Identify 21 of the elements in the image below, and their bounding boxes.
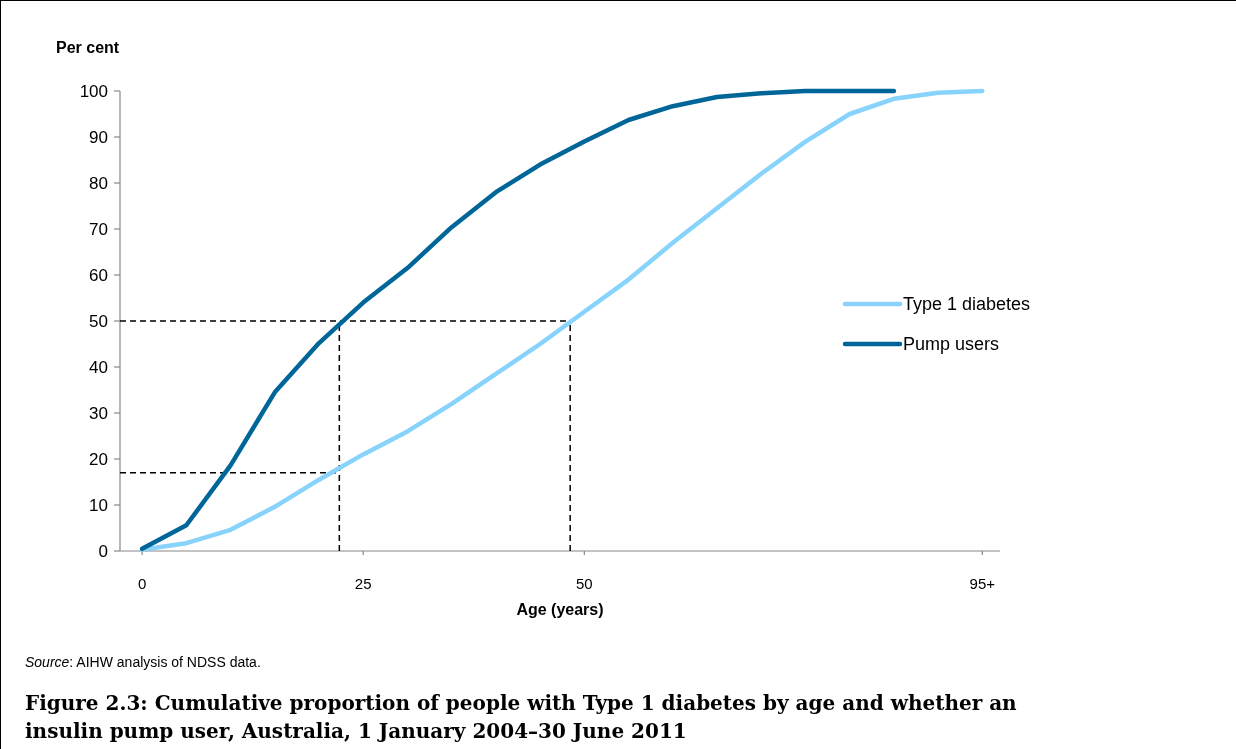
text: Figure 2.3: Cumulative proportion of people with Type 1 diabetes by age and whether an insulin pump user, Australia, 1 January 2004–30 June 2011 — [25, 691, 1018, 743]
y-tick-label: 60 — [89, 265, 108, 285]
y-axis-title: Per cent — [56, 39, 120, 56]
x-tick-label: 95+ — [969, 575, 996, 592]
x-axis-title: Age (years) — [516, 601, 604, 618]
y-tick-label: 40 — [89, 357, 108, 377]
y-tick-label: 80 — [89, 173, 108, 193]
y-tick-label: 30 — [89, 403, 108, 423]
y-tick-label: 20 — [89, 449, 108, 469]
x-tick-label: 50 — [575, 575, 593, 592]
source-note: Source: AIHW analysis of NDSS data. — [25, 654, 261, 670]
x-tick-label: 0 — [137, 575, 147, 592]
y-tick-label: 0 — [98, 541, 108, 561]
y-tick-label: 10 — [89, 495, 108, 515]
x-tick-label: 25 — [354, 575, 372, 592]
legend-label: Type 1 diabetes — [903, 294, 1031, 315]
y-tick-label: 90 — [89, 127, 108, 147]
y-tick-label: 50 — [89, 311, 108, 331]
y-tick-label: 70 — [89, 219, 108, 239]
y-tick-label: 100 — [79, 81, 108, 101]
legend-label: Pump users — [903, 334, 1000, 355]
